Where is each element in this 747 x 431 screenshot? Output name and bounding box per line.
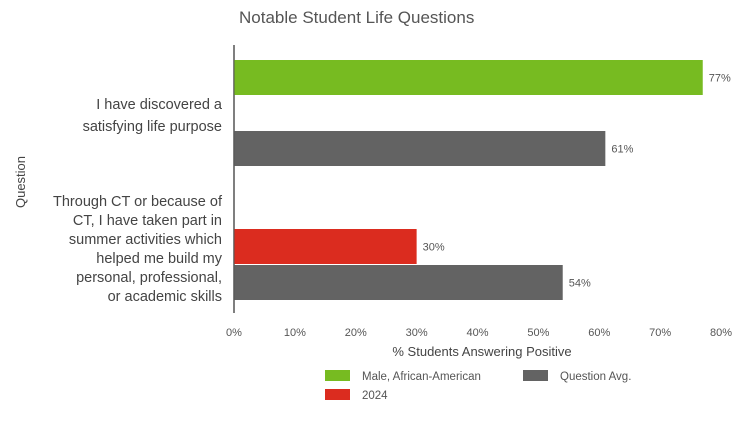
legend-label: Question Avg.: [560, 371, 631, 383]
category-label-line: I have discovered a: [96, 97, 223, 113]
legend-label: Male, African-American: [362, 371, 481, 383]
bar: [234, 265, 563, 300]
category-label-line: or academic skills: [108, 289, 222, 305]
x-tick-label: 50%: [527, 327, 549, 339]
x-tick-label: 10%: [284, 327, 306, 339]
legend-label: 2024: [362, 390, 388, 402]
x-tick-label: 70%: [649, 327, 671, 339]
bar: [234, 229, 417, 264]
chart-title: Notable Student Life Questions: [239, 8, 474, 27]
legend-item: Question Avg.: [523, 370, 631, 383]
plot-area: 0% 10% 20% 30% 40% 50% 60% 70% 80% I have discove…: [53, 45, 732, 339]
legend-swatch: [325, 389, 350, 400]
legend-swatch: [325, 370, 350, 381]
category-label-line: helped me build my: [96, 251, 222, 267]
x-tick-label: 80%: [710, 327, 732, 339]
x-tick-label: 30%: [406, 327, 428, 339]
bar-value-label: 61%: [611, 144, 633, 156]
category-label-line: CT, I have taken part in: [73, 213, 222, 229]
category-label-line: Through CT or because of: [53, 194, 223, 210]
bar-value-label: 54%: [569, 278, 591, 290]
bar: [234, 60, 703, 95]
y-axis-title: Question: [13, 156, 28, 208]
bar-value-label: 30%: [423, 242, 445, 254]
bar-value-label: 77%: [709, 73, 731, 85]
y-axis-title-group: Question: [13, 156, 28, 208]
category-label-line: satisfying life purpose: [83, 119, 222, 135]
x-axis-title: % Students Answering Positive: [392, 344, 571, 359]
x-tick-label: 0%: [226, 327, 242, 339]
x-tick-label: 40%: [466, 327, 488, 339]
legend-item: Male, African-American: [325, 370, 481, 383]
legend: Male, African-American Question Avg. 2024: [325, 370, 631, 402]
category-label-line: summer activities which: [69, 232, 222, 248]
legend-swatch: [523, 370, 548, 381]
x-tick-label: 60%: [588, 327, 610, 339]
x-tick-label: 20%: [345, 327, 367, 339]
bar: [234, 131, 606, 166]
category-label-line: personal, professional,: [76, 270, 222, 286]
legend-item: 2024: [325, 389, 388, 402]
